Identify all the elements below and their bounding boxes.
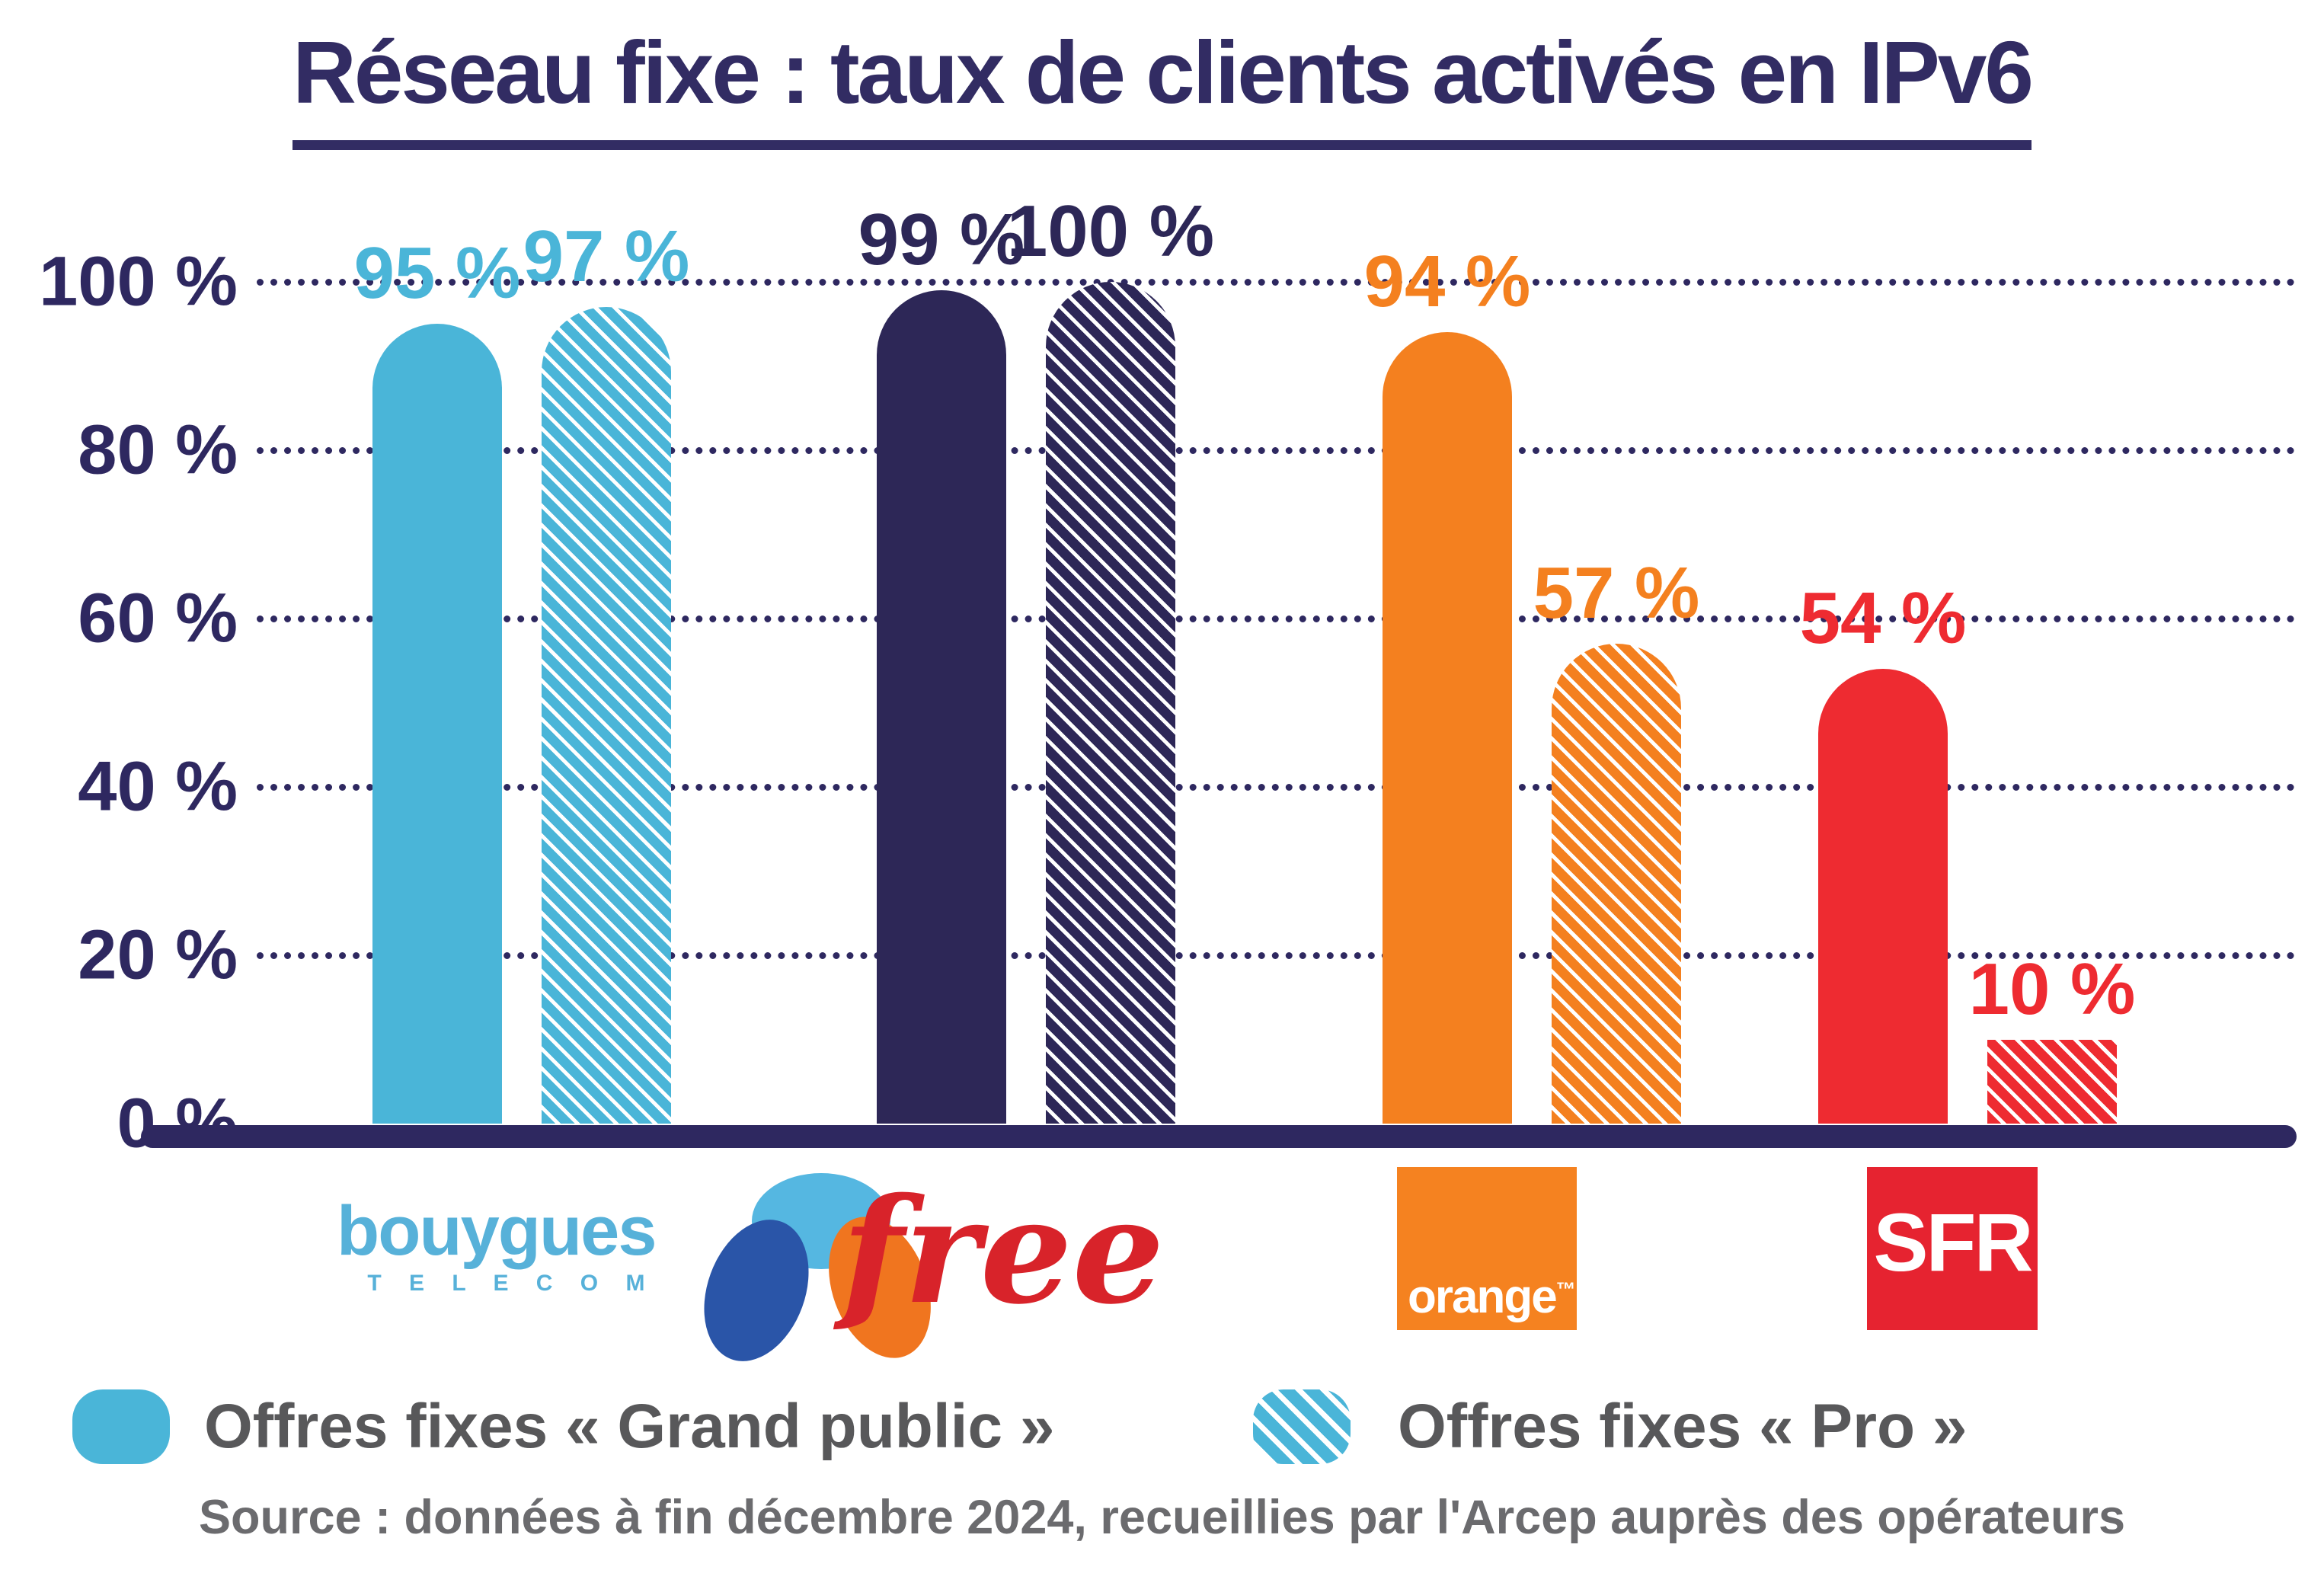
legend-swatch-pro xyxy=(1253,1389,1351,1464)
legend-label-grand-public: Offres fixes « Grand public » xyxy=(204,1392,1055,1461)
gridline-100% xyxy=(257,279,2295,286)
y-tick-label-80%: 80 % xyxy=(78,411,238,489)
free-logo: free xyxy=(842,1166,1165,1336)
gridline-80% xyxy=(257,447,2295,454)
page-title: Réseau fixe : taux de clients activés en… xyxy=(292,21,2034,150)
y-tick-label-40%: 40 % xyxy=(78,747,238,826)
bar-value-orange-grand-public: 94 % xyxy=(1363,241,1531,323)
orange-wordmark: orange xyxy=(1408,1271,1558,1323)
x-axis-line xyxy=(141,1125,2297,1148)
bar-bouygues-grand-public xyxy=(372,324,502,1124)
y-tick-label-0%: 0 % xyxy=(117,1084,238,1162)
orange-logo-text: orange™ xyxy=(1408,1270,1576,1324)
bar-value-bouygues-pro: 97 % xyxy=(523,216,690,298)
bar-free-grand-public xyxy=(877,290,1006,1124)
bar-free-pro xyxy=(1046,282,1175,1124)
bar-value-sfr-pro: 10 % xyxy=(1968,948,2136,1030)
bouygues-telecom-logo: bouygues T E L E C O M xyxy=(337,1192,657,1297)
gridline-40% xyxy=(257,784,2295,791)
bar-sfr-pro xyxy=(1987,1039,2117,1124)
bar-value-free-grand-public: 99 % xyxy=(858,199,1025,281)
title-wrap: Réseau fixe : taux de clients activés en… xyxy=(0,21,2324,150)
y-tick-label-20%: 20 % xyxy=(78,916,238,994)
bar-value-free-pro: 100 % xyxy=(1006,190,1215,272)
bar-bouygues-pro xyxy=(542,307,671,1124)
gridline-60% xyxy=(257,616,2295,622)
y-tick-label-60%: 60 % xyxy=(78,579,238,657)
gridline-20% xyxy=(257,952,2295,959)
sfr-logo: SFR xyxy=(1867,1167,2038,1330)
sfr-logo-text: SFR xyxy=(1873,1195,2034,1288)
bar-value-orange-pro: 57 % xyxy=(1533,552,1700,635)
legend-swatch-grand-public xyxy=(72,1389,170,1464)
bouygues-telecom-subtext: T E L E C O M xyxy=(367,1271,656,1296)
orange-logo: orange™ xyxy=(1397,1167,1577,1330)
bar-sfr-grand-public xyxy=(1818,669,1948,1124)
bar-orange-grand-public xyxy=(1383,332,1512,1124)
y-tick-label-100%: 100 % xyxy=(39,242,238,321)
bar-value-sfr-grand-public: 54 % xyxy=(1799,577,1967,660)
bar-orange-pro xyxy=(1552,644,1681,1124)
source-caption: Source : données à fin décembre 2024, re… xyxy=(198,1491,2125,1544)
orange-trademark-symbol: ™ xyxy=(1555,1277,1576,1301)
legend-label-pro: Offres fixes « Pro » xyxy=(1398,1392,1968,1461)
chart-plot-area: 95 % 99 % 94 % 54 % 97 % 100 % 57 % 10 % xyxy=(257,195,2295,1124)
bouygues-logo-mark-icon xyxy=(686,1173,950,1377)
bar-value-bouygues-grand-public: 95 % xyxy=(353,232,521,315)
bouygues-logo-text: bouygues xyxy=(337,1192,657,1270)
